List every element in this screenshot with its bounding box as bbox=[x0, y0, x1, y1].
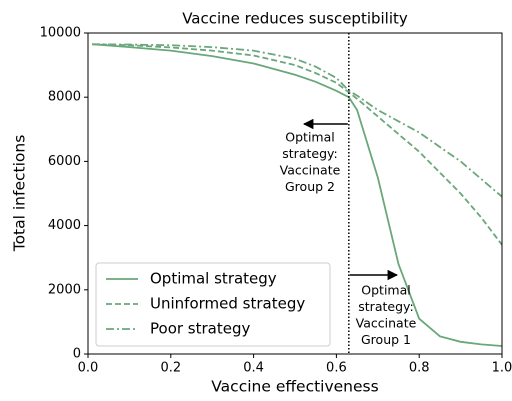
y-tick-label: 10000 bbox=[40, 26, 81, 41]
y-tick-label: 0 bbox=[73, 347, 81, 362]
legend-box bbox=[95, 262, 331, 347]
x-tick-label: 0.0 bbox=[78, 361, 99, 376]
x-tick-label: 0.4 bbox=[243, 361, 264, 376]
x-tick-label: 0.6 bbox=[326, 361, 347, 376]
series-line bbox=[92, 43, 502, 198]
series-line bbox=[92, 43, 502, 246]
x-axis-label: Vaccine effectiveness bbox=[211, 378, 378, 396]
y-tick-label: 4000 bbox=[48, 218, 81, 233]
annotation: Group 2 bbox=[285, 179, 335, 194]
plot-frame bbox=[87, 32, 503, 355]
x-tick-label: 0.2 bbox=[160, 361, 181, 376]
chart-title: Vaccine reduces susceptibility bbox=[182, 10, 408, 28]
x-tick-label: 0.8 bbox=[409, 361, 430, 376]
annotation: strategy: bbox=[358, 299, 413, 314]
y-axis-label: Total infections bbox=[11, 135, 29, 253]
x-tick-label: 1.0 bbox=[492, 361, 512, 376]
annotation: Vaccinate bbox=[356, 316, 417, 331]
annotation: strategy: bbox=[282, 146, 337, 161]
legend-label: Uninformed strategy bbox=[150, 295, 305, 313]
annotation: Vaccinate bbox=[280, 163, 341, 178]
y-tick-label: 2000 bbox=[48, 282, 81, 297]
annotation: Group 1 bbox=[361, 332, 411, 347]
y-tick-label: 8000 bbox=[48, 90, 81, 105]
annotation: Optimal bbox=[361, 283, 410, 298]
y-tick-label: 6000 bbox=[48, 154, 81, 169]
legend-label: Optimal strategy bbox=[150, 270, 277, 288]
annotation: Optimal bbox=[285, 130, 334, 145]
legend-label: Poor strategy bbox=[150, 320, 250, 338]
